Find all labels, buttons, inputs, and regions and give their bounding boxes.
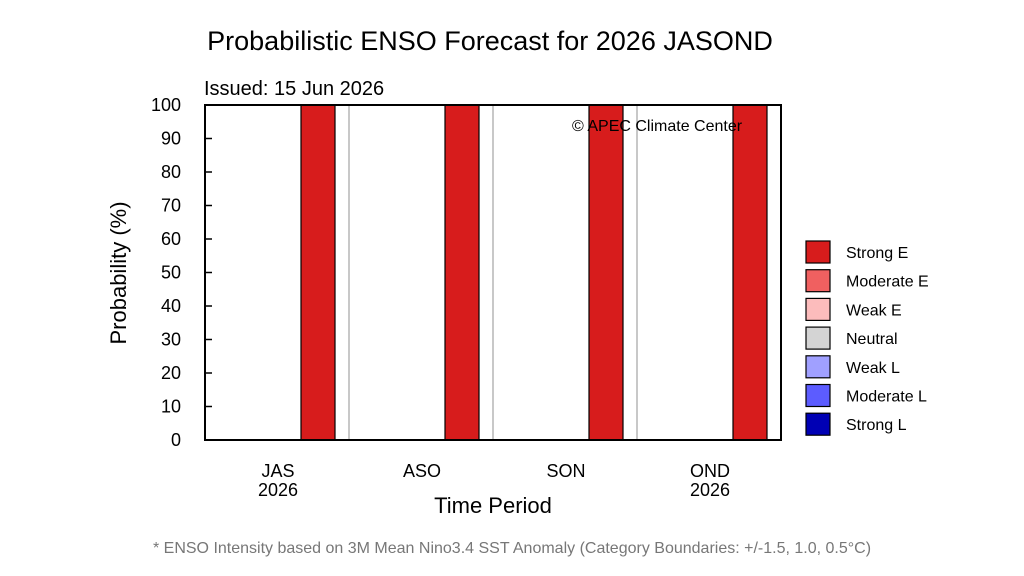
y-tick-label: 80 bbox=[161, 162, 181, 182]
y-tick-label: 40 bbox=[161, 296, 181, 316]
legend-swatch-weak-e bbox=[805, 297, 831, 321]
legend-swatch-moderate-e bbox=[805, 269, 831, 293]
x-tick-year-label: 2026 bbox=[258, 480, 298, 500]
issued-date: Issued: 15 Jun 2026 bbox=[204, 78, 384, 100]
legend-swatch-strong-e bbox=[805, 240, 831, 264]
bar-strong-e-ond bbox=[732, 104, 768, 441]
legend-label-moderate-l: Moderate L bbox=[846, 389, 927, 406]
bar-strong-e-aso bbox=[444, 104, 480, 441]
x-tick-label: OND bbox=[690, 461, 730, 481]
y-tick-label: 10 bbox=[161, 397, 181, 417]
legend-label-strong-l: Strong L bbox=[846, 417, 907, 434]
y-tick-label: 30 bbox=[161, 330, 181, 350]
x-tick-label: ASO bbox=[403, 461, 441, 481]
legend-swatch-weak-l bbox=[805, 355, 831, 379]
y-tick-label: 90 bbox=[161, 129, 181, 149]
x-axis-label: Time Period bbox=[434, 493, 552, 518]
legend-label-moderate-e: Moderate E bbox=[846, 274, 929, 291]
x-tick-year-label: 2026 bbox=[690, 480, 730, 500]
legend-swatch-neutral bbox=[805, 326, 831, 350]
y-tick-label: 50 bbox=[161, 263, 181, 283]
legend-swatch-moderate-l bbox=[805, 383, 831, 408]
chart-title: Probabilistic ENSO Forecast for 2026 JAS… bbox=[207, 26, 773, 56]
bar-strong-e-jas bbox=[300, 104, 336, 441]
y-tick-label: 0 bbox=[171, 430, 181, 450]
y-tick-label: 100 bbox=[151, 95, 181, 115]
y-tick-label: 70 bbox=[161, 196, 181, 216]
x-tick-label: SON bbox=[546, 461, 585, 481]
legend-label-neutral: Neutral bbox=[846, 331, 898, 348]
footnote: * ENSO Intensity based on 3M Mean Nino3.… bbox=[153, 540, 871, 557]
legend-label-weak-l: Weak L bbox=[846, 360, 900, 377]
copyright-notice: © APEC Climate Center bbox=[572, 118, 743, 135]
plot-area bbox=[300, 104, 768, 441]
x-tick-label: JAS bbox=[261, 461, 294, 481]
y-tick-label: 20 bbox=[161, 363, 181, 383]
y-axis-label: Probability (%) bbox=[106, 201, 131, 344]
legend-swatch-strong-l bbox=[805, 412, 831, 436]
y-tick-label: 60 bbox=[161, 229, 181, 249]
bar-strong-e-son bbox=[588, 104, 624, 441]
legend-label-strong-e: Strong E bbox=[846, 245, 908, 262]
legend-label-weak-e: Weak E bbox=[846, 302, 902, 319]
legend: Strong E Moderate E Weak E Neutral Weak L Mod… bbox=[805, 240, 929, 436]
